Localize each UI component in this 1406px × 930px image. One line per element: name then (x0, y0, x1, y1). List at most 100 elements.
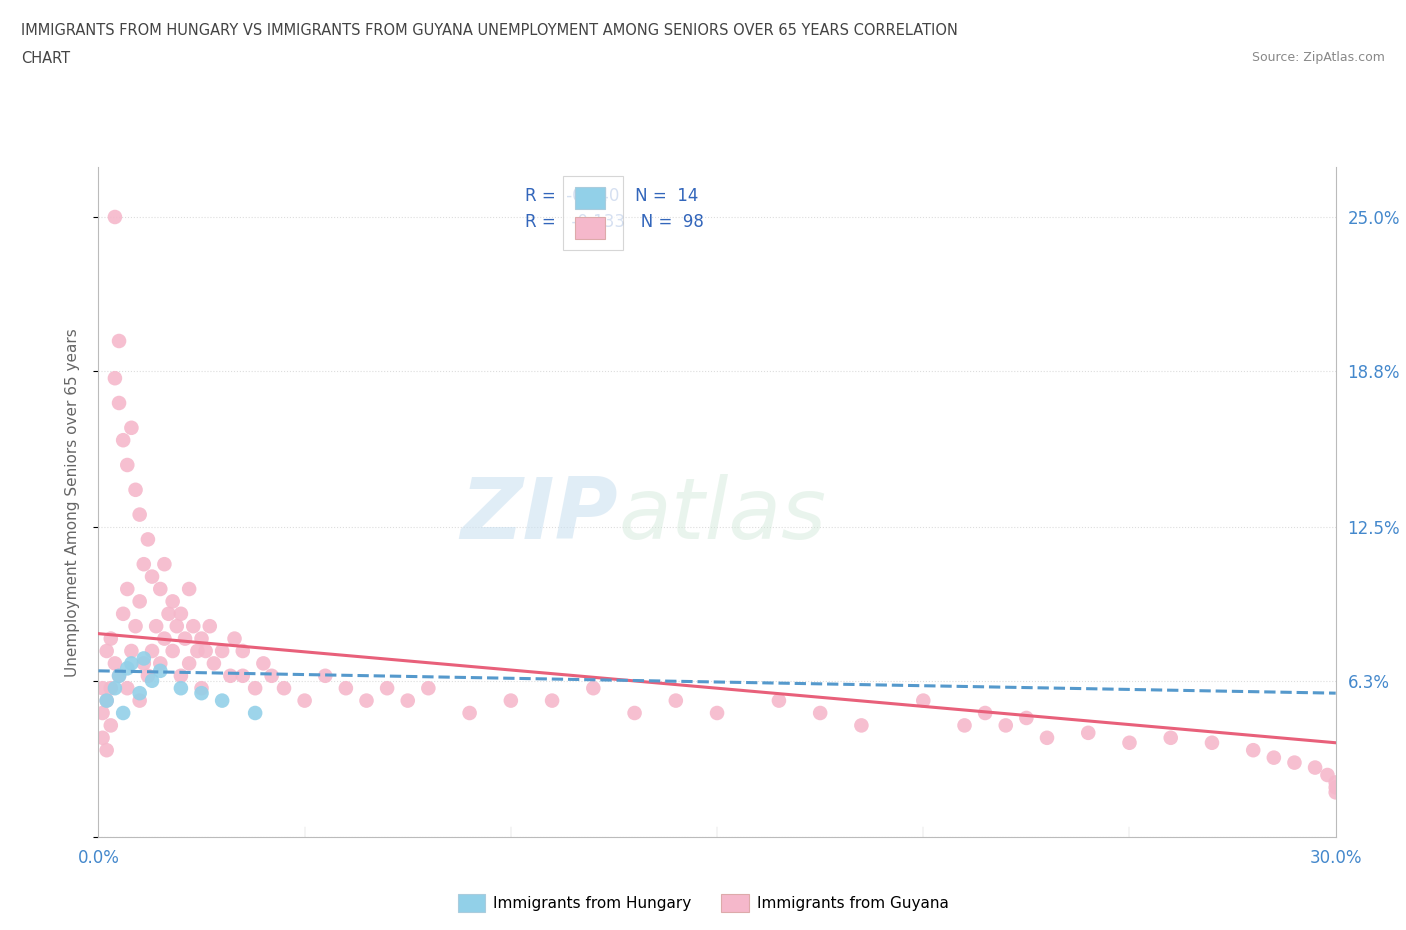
Point (149, 581, 172, 596)
Point (132, 557, 155, 572)
Point (145, 618, 167, 633)
Point (100, 718, 122, 733)
Point (96, 644, 118, 658)
Point (136, 669, 159, 684)
Point (243, 681, 266, 696)
Point (141, 644, 163, 658)
Point (1160, 730, 1182, 745)
Point (974, 706, 997, 721)
Point (96, 693, 118, 708)
Point (141, 569, 163, 584)
Point (458, 706, 481, 721)
Point (260, 669, 283, 684)
Point (953, 718, 976, 733)
Point (132, 656, 155, 671)
Point (91, 730, 114, 745)
Point (1324, 775, 1347, 790)
Point (108, 669, 131, 684)
Point (96, 743, 118, 758)
Point (1036, 730, 1059, 745)
Point (91, 681, 114, 696)
Point (100, 631, 122, 646)
Point (117, 458, 139, 472)
Point (1201, 736, 1223, 751)
Point (128, 507, 150, 522)
Point (706, 706, 728, 721)
Point (141, 673, 163, 688)
Point (136, 532, 159, 547)
Point (198, 618, 221, 633)
Point (499, 693, 522, 708)
Point (211, 644, 233, 658)
Point (211, 693, 233, 708)
Text: R =  -0.040   N =  14: R = -0.040 N = 14 (526, 187, 699, 205)
Point (768, 693, 790, 708)
Point (112, 606, 135, 621)
Point (418, 681, 440, 696)
Point (994, 718, 1017, 733)
Point (665, 693, 688, 708)
Text: R =   -0.133   N =  98: R = -0.133 N = 98 (526, 213, 704, 232)
Point (186, 644, 208, 658)
Point (100, 681, 122, 696)
Point (96, 693, 118, 708)
Text: ZIP: ZIP (460, 474, 619, 557)
Point (120, 420, 142, 435)
Point (190, 631, 212, 646)
Point (1241, 743, 1264, 758)
Point (356, 693, 378, 708)
Point (232, 644, 254, 658)
Point (120, 656, 142, 671)
Point (170, 681, 193, 696)
Point (1077, 725, 1099, 740)
Point (162, 594, 184, 609)
Point (174, 631, 197, 646)
Point (1263, 751, 1285, 765)
Legend: Immigrants from Hungary, Immigrants from Guyana: Immigrants from Hungary, Immigrants from… (451, 888, 955, 918)
Point (108, 669, 131, 684)
Point (582, 681, 605, 696)
Point (335, 681, 357, 696)
Point (190, 681, 212, 696)
Point (104, 681, 127, 696)
Point (112, 432, 135, 447)
Point (104, 656, 127, 671)
Point (179, 656, 201, 671)
Point (128, 594, 150, 609)
Point (294, 693, 316, 708)
Point (1316, 767, 1339, 782)
Point (179, 581, 201, 596)
Point (170, 669, 193, 684)
Point (181, 618, 204, 633)
Point (162, 644, 184, 658)
Point (232, 669, 254, 684)
Point (273, 681, 295, 696)
Point (375, 681, 398, 696)
Point (1324, 780, 1347, 795)
Point (108, 395, 131, 410)
Point (128, 685, 150, 700)
Point (243, 706, 266, 721)
Point (190, 685, 212, 700)
Point (541, 693, 564, 708)
Point (117, 581, 139, 596)
Point (117, 681, 139, 696)
Point (912, 693, 935, 708)
Point (91, 706, 114, 721)
Point (124, 483, 146, 498)
Point (224, 631, 246, 646)
Text: IMMIGRANTS FROM HUNGARY VS IMMIGRANTS FROM GUYANA UNEMPLOYMENT AMONG SENIORS OVE: IMMIGRANTS FROM HUNGARY VS IMMIGRANTS FR… (21, 23, 957, 38)
Point (157, 606, 180, 621)
Y-axis label: Unemployment Among Seniors over 65 years: Unemployment Among Seniors over 65 years (65, 328, 80, 677)
Text: atlas: atlas (619, 474, 827, 557)
Point (623, 706, 645, 721)
Point (132, 651, 155, 666)
Point (112, 706, 135, 721)
Point (124, 618, 146, 633)
Point (396, 693, 419, 708)
Point (108, 334, 131, 349)
Text: CHART: CHART (21, 51, 70, 66)
Point (1303, 760, 1326, 775)
Point (166, 618, 188, 633)
Point (252, 656, 274, 671)
